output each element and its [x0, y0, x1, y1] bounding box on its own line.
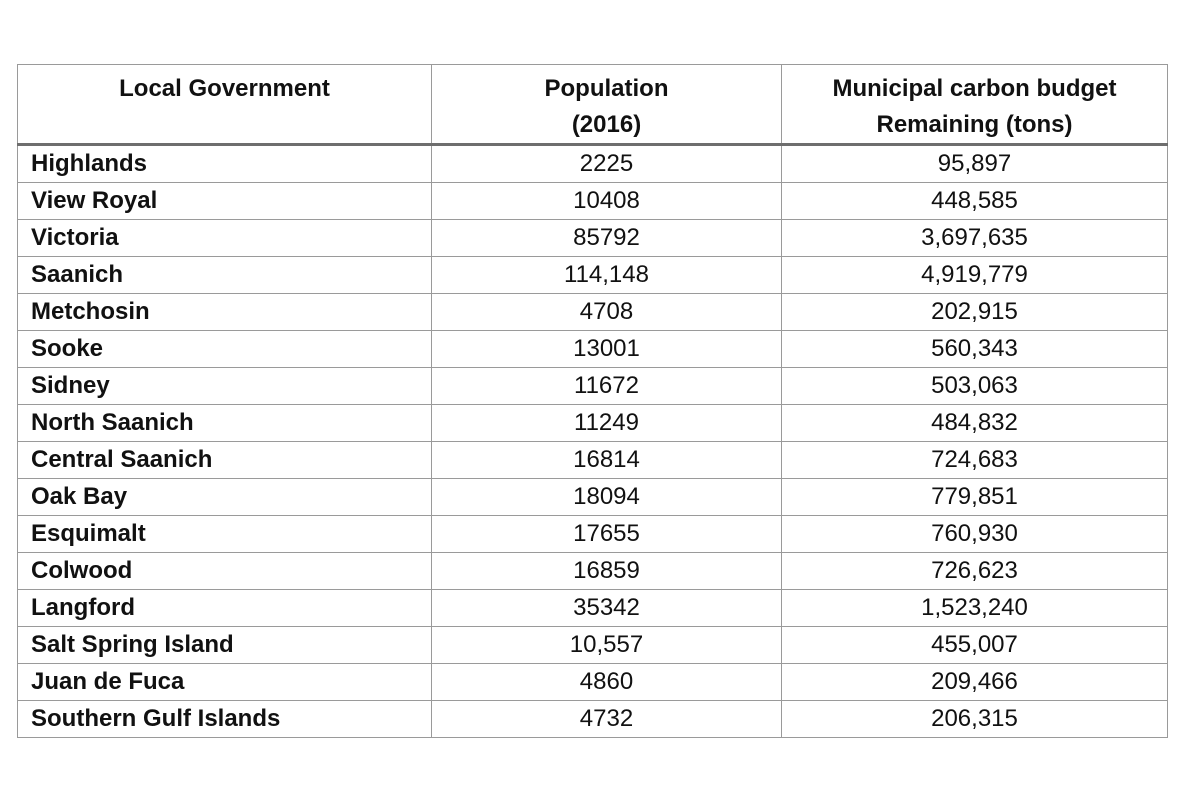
header-carbon-budget-line1: Municipal carbon budget [832, 75, 1117, 102]
cell-local-government: Salt Spring Island [17, 626, 432, 664]
cell-population: 16814 [431, 441, 782, 479]
cell-local-government: Central Saanich [17, 441, 432, 479]
cell-local-government: Southern Gulf Islands [17, 700, 432, 738]
cell-carbon-budget: 3,697,635 [781, 219, 1168, 257]
table-row: Sooke 13001 560,343 [17, 330, 1168, 368]
table-row: Colwood 16859 726,623 [17, 552, 1168, 590]
table-row: North Saanich 11249 484,832 [17, 404, 1168, 442]
table-row: Sidney 11672 503,063 [17, 367, 1168, 405]
cell-local-government: Langford [17, 589, 432, 627]
cell-local-government: Metchosin [17, 293, 432, 331]
header-population-line2: (2016) [571, 111, 642, 138]
cell-population: 16859 [431, 552, 782, 590]
cell-population: 35342 [431, 589, 782, 627]
header-local-government: Local Government [17, 64, 432, 146]
cell-local-government: Sidney [17, 367, 432, 405]
table-row: Langford 35342 1,523,240 [17, 589, 1168, 627]
cell-carbon-budget: 4,919,779 [781, 256, 1168, 294]
cell-local-government: Sooke [17, 330, 432, 368]
header-carbon-budget-line2: Remaining (tons) [876, 111, 1073, 138]
cell-carbon-budget: 95,897 [781, 144, 1168, 183]
cell-carbon-budget: 503,063 [781, 367, 1168, 405]
cell-carbon-budget: 1,523,240 [781, 589, 1168, 627]
cell-local-government: Victoria [17, 219, 432, 257]
cell-population: 18094 [431, 478, 782, 516]
table-header: Local Government Population (2016) Munic… [17, 64, 1168, 146]
cell-carbon-budget: 448,585 [781, 182, 1168, 220]
cell-population: 85792 [431, 219, 782, 257]
table-row: Saanich 114,148 4,919,779 [17, 256, 1168, 294]
cell-local-government: Colwood [17, 552, 432, 590]
cell-population: 2225 [431, 144, 782, 183]
header-carbon-budget: Municipal carbon budget Remaining (tons) [781, 64, 1168, 146]
table-row: Oak Bay 18094 779,851 [17, 478, 1168, 516]
cell-local-government: Esquimalt [17, 515, 432, 553]
cell-population: 4860 [431, 663, 782, 701]
table-body: Highlands 2225 95,897 View Royal 10408 4… [17, 144, 1168, 738]
cell-carbon-budget: 206,315 [781, 700, 1168, 738]
cell-population: 11672 [431, 367, 782, 405]
header-local-government-label: Local Government [119, 75, 330, 102]
cell-local-government: Highlands [17, 144, 432, 183]
cell-carbon-budget: 724,683 [781, 441, 1168, 479]
carbon-budget-table: Local Government Population (2016) Munic… [17, 64, 1168, 738]
table-row: Salt Spring Island 10,557 455,007 [17, 626, 1168, 664]
cell-carbon-budget: 726,623 [781, 552, 1168, 590]
header-population-line1: Population [544, 75, 669, 102]
cell-population: 17655 [431, 515, 782, 553]
cell-carbon-budget: 760,930 [781, 515, 1168, 553]
cell-population: 13001 [431, 330, 782, 368]
table-row: Southern Gulf Islands 4732 206,315 [17, 700, 1168, 738]
carbon-budget-table-container: Local Government Population (2016) Munic… [17, 64, 1168, 738]
cell-population: 11249 [431, 404, 782, 442]
cell-local-government: North Saanich [17, 404, 432, 442]
cell-carbon-budget: 560,343 [781, 330, 1168, 368]
header-row: Local Government Population (2016) Munic… [17, 64, 1168, 146]
cell-carbon-budget: 455,007 [781, 626, 1168, 664]
table-row: Victoria 85792 3,697,635 [17, 219, 1168, 257]
cell-carbon-budget: 779,851 [781, 478, 1168, 516]
cell-population: 4708 [431, 293, 782, 331]
cell-population: 4732 [431, 700, 782, 738]
cell-local-government: Juan de Fuca [17, 663, 432, 701]
cell-population: 10408 [431, 182, 782, 220]
cell-local-government: Saanich [17, 256, 432, 294]
header-population: Population (2016) [431, 64, 782, 146]
table-row: Juan de Fuca 4860 209,466 [17, 663, 1168, 701]
cell-population: 114,148 [431, 256, 782, 294]
table-row: Highlands 2225 95,897 [17, 144, 1168, 183]
table-row: Central Saanich 16814 724,683 [17, 441, 1168, 479]
cell-carbon-budget: 202,915 [781, 293, 1168, 331]
cell-carbon-budget: 209,466 [781, 663, 1168, 701]
cell-local-government: View Royal [17, 182, 432, 220]
cell-local-government: Oak Bay [17, 478, 432, 516]
table-row: Esquimalt 17655 760,930 [17, 515, 1168, 553]
cell-population: 10,557 [431, 626, 782, 664]
cell-carbon-budget: 484,832 [781, 404, 1168, 442]
table-row: View Royal 10408 448,585 [17, 182, 1168, 220]
table-row: Metchosin 4708 202,915 [17, 293, 1168, 331]
